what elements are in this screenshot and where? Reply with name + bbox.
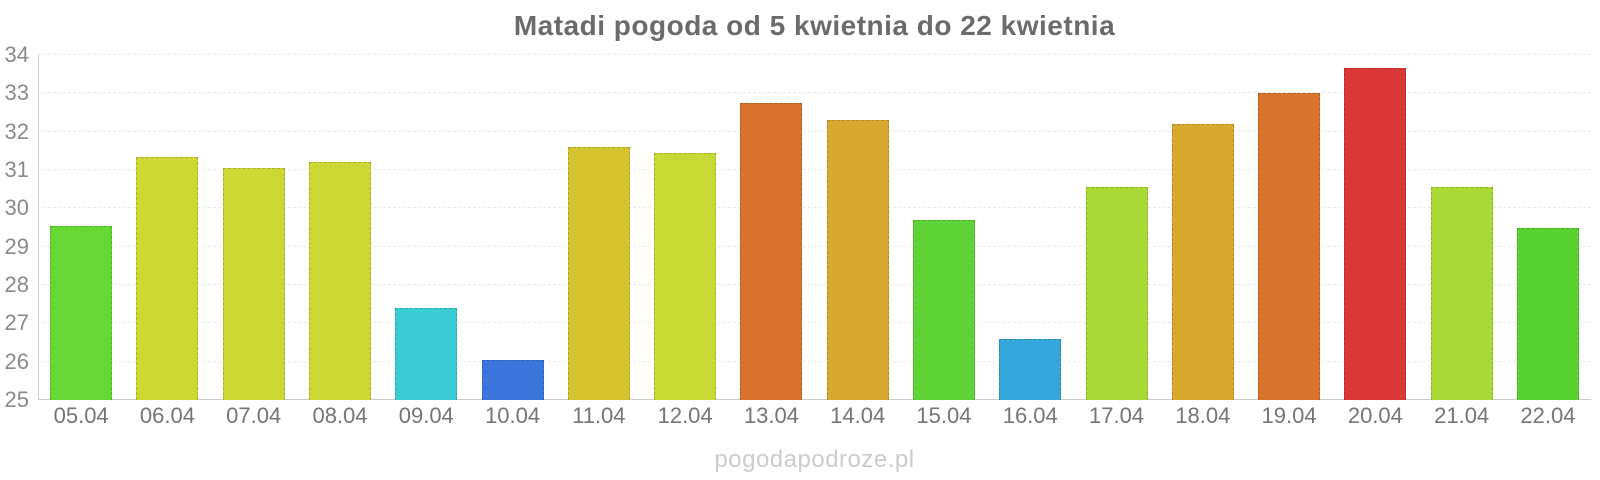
bar-20.04[interactable] bbox=[1344, 68, 1407, 400]
x-tick-label: 18.04 bbox=[1175, 403, 1231, 428]
gridline bbox=[38, 207, 1591, 209]
y-tick-label: 29 bbox=[4, 233, 29, 259]
bar-slot bbox=[987, 55, 1073, 400]
bar-10.04[interactable] bbox=[481, 359, 544, 400]
bar-slot bbox=[642, 55, 728, 400]
y-axis-line bbox=[38, 55, 39, 400]
x-tick-label: 06.04 bbox=[139, 403, 195, 428]
gridline bbox=[38, 130, 1591, 132]
bar-14.04[interactable] bbox=[826, 120, 889, 400]
bar-12.04[interactable] bbox=[654, 152, 717, 400]
bar-18.04[interactable] bbox=[1171, 124, 1234, 400]
x-tick-label: 10.04 bbox=[485, 403, 541, 428]
y-tick-label: 34 bbox=[4, 42, 29, 67]
x-tick-label: 08.04 bbox=[312, 403, 368, 428]
gridline bbox=[38, 360, 1591, 362]
y-tick-label: 25 bbox=[4, 387, 29, 412]
y-tick-label: 27 bbox=[4, 310, 29, 336]
x-tick-label: 20.04 bbox=[1347, 403, 1403, 428]
bar-06.04[interactable] bbox=[136, 156, 199, 400]
x-tick-label: 11.04 bbox=[572, 403, 626, 428]
x-tick-label: 13.04 bbox=[743, 403, 799, 428]
x-tick-label: 07.04 bbox=[226, 403, 282, 428]
gridline bbox=[38, 54, 1591, 55]
bar-slot bbox=[901, 55, 987, 400]
gridline bbox=[38, 322, 1591, 324]
y-tick-label: 32 bbox=[4, 118, 29, 144]
chart-title: Matadi pogoda od 5 kwietnia do 22 kwietn… bbox=[513, 10, 1116, 41]
bar-22.04[interactable] bbox=[1516, 227, 1579, 400]
bar-09.04[interactable] bbox=[395, 308, 458, 400]
bar-slot bbox=[815, 55, 901, 400]
bar-slot bbox=[728, 55, 814, 400]
bar-17.04[interactable] bbox=[1085, 187, 1148, 400]
y-tick-label: 31 bbox=[4, 157, 29, 182]
bar-05.04[interactable] bbox=[50, 225, 113, 400]
bar-19.04[interactable] bbox=[1258, 93, 1321, 400]
bar-slot bbox=[124, 55, 210, 400]
bar-slot bbox=[1073, 55, 1159, 400]
x-tick-label: 16.04 bbox=[1002, 403, 1058, 428]
y-tick-label: 26 bbox=[4, 348, 29, 374]
bar-slot bbox=[469, 55, 555, 400]
bar-slot bbox=[1419, 55, 1505, 400]
y-tick-label: 30 bbox=[4, 195, 29, 221]
y-axis-labels: 25 26 27 28 29 30 31 32 33 34 bbox=[0, 44, 31, 411]
gridline bbox=[38, 284, 1591, 285]
x-tick-label: 12.04 bbox=[657, 403, 713, 428]
bar-slot bbox=[1332, 55, 1418, 400]
bars bbox=[38, 55, 1591, 400]
y-tick-label: 33 bbox=[4, 80, 29, 106]
gridline bbox=[38, 245, 1591, 247]
x-axis-line bbox=[38, 399, 1591, 400]
bar-slot bbox=[556, 55, 642, 400]
x-tick-label: 21.04 bbox=[1434, 403, 1490, 428]
x-axis-labels: 05.04 06.04 07.04 08.04 09.04 10.04 11.04 12.04… bbox=[38, 403, 1591, 429]
x-tick-label: 05.04 bbox=[53, 403, 109, 428]
bar-08.04[interactable] bbox=[308, 162, 371, 400]
bar-slot bbox=[383, 55, 469, 400]
bar-13.04[interactable] bbox=[740, 102, 803, 400]
bar-slot bbox=[297, 55, 383, 400]
x-tick-label: 19.04 bbox=[1261, 403, 1317, 428]
bar-07.04[interactable] bbox=[222, 168, 285, 400]
x-tick-label: 14.04 bbox=[830, 403, 886, 428]
plot-area bbox=[38, 54, 1591, 400]
bar-slot bbox=[1246, 55, 1332, 400]
y-tick-label: 28 bbox=[4, 272, 29, 297]
watermark: pogodapodroze.pl bbox=[714, 446, 915, 473]
x-tick-label: 09.04 bbox=[398, 403, 454, 428]
bar-slot bbox=[211, 55, 297, 400]
bar-16.04[interactable] bbox=[999, 338, 1062, 400]
x-tick-label: 22.04 bbox=[1520, 403, 1576, 428]
bar-15.04[interactable] bbox=[912, 219, 975, 400]
x-tick-label: 17.04 bbox=[1088, 403, 1145, 428]
bar-21.04[interactable] bbox=[1430, 187, 1493, 400]
bar-slot bbox=[38, 55, 124, 400]
gridline bbox=[38, 92, 1591, 94]
gridline bbox=[38, 169, 1591, 170]
bar-slot bbox=[1160, 55, 1246, 400]
bar-11.04[interactable] bbox=[567, 147, 630, 400]
x-tick-label: 15.04 bbox=[916, 403, 972, 428]
bar-slot bbox=[1505, 55, 1591, 400]
